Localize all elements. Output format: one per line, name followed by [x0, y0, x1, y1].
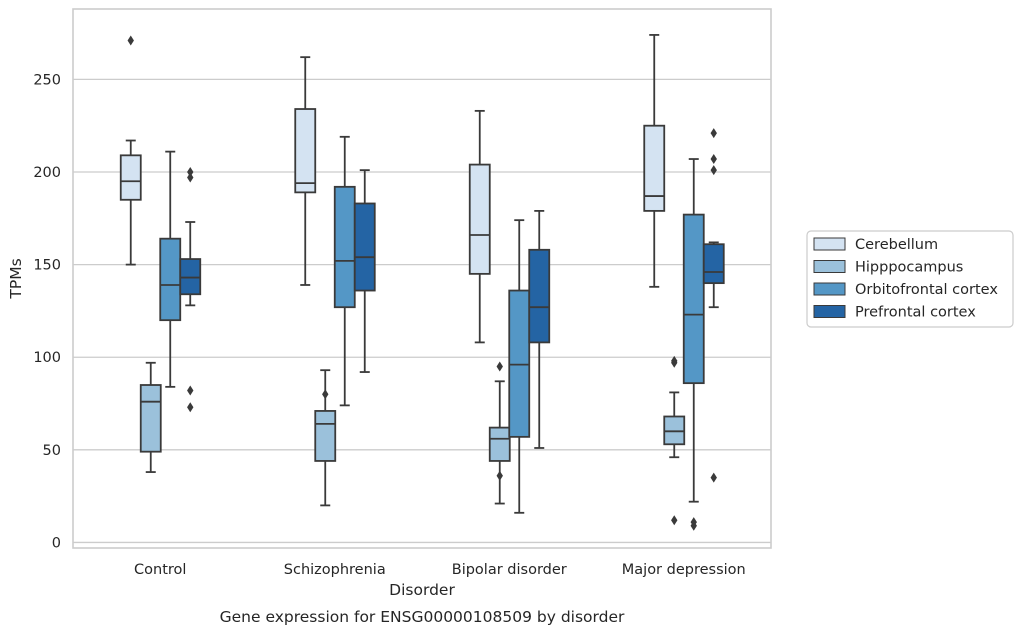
box	[682, 213, 705, 385]
outlier-point	[690, 517, 697, 528]
box	[179, 258, 202, 296]
outlier-point	[187, 166, 194, 177]
box	[119, 154, 142, 201]
y-tick-label: 100	[33, 350, 61, 366]
legend-swatch	[813, 260, 846, 273]
y-tick-label: 150	[33, 258, 61, 274]
outlier-point	[671, 515, 678, 526]
legend-label: Prefrontal cortex	[855, 305, 976, 321]
box	[468, 163, 491, 275]
outlier-point	[671, 355, 678, 366]
legend-swatch	[813, 282, 846, 296]
outlier-point	[187, 385, 194, 396]
box-group	[353, 169, 376, 373]
outlier-point	[127, 35, 134, 46]
box-group	[314, 369, 337, 507]
y-axis-title: TPMs	[7, 258, 25, 299]
box-group	[468, 109, 491, 344]
y-tick-label: 0	[52, 535, 61, 551]
box	[488, 426, 511, 462]
box-group	[294, 56, 317, 286]
box-group	[488, 361, 511, 505]
outlier-point	[496, 470, 503, 481]
x-tick-label: Bipolar disorder	[452, 562, 567, 578]
x-tick-label: Control	[134, 562, 186, 578]
legend-label: Orbitofrontal cortex	[855, 282, 998, 298]
legend-label: Hipppocampus	[855, 260, 963, 276]
legend: Cerebellum Hipppocampus Orbitofrontal cort…	[806, 230, 1014, 328]
box-group	[682, 158, 705, 531]
box	[643, 124, 666, 212]
box	[294, 108, 317, 194]
box	[528, 248, 551, 344]
plot-area	[119, 34, 725, 531]
outlier-point	[710, 165, 717, 176]
outlier-point	[187, 172, 194, 183]
box	[663, 415, 686, 446]
box	[314, 410, 337, 462]
box-group	[528, 209, 551, 449]
box-group	[119, 35, 142, 266]
y-tick-label: 200	[33, 165, 61, 181]
y-tick-label: 50	[43, 443, 61, 459]
outlier-point	[710, 472, 717, 483]
legend-swatch	[813, 237, 846, 251]
outlier-point	[710, 154, 717, 165]
box	[353, 202, 376, 292]
box-group	[179, 166, 202, 413]
box-group	[702, 128, 725, 483]
box	[333, 185, 356, 309]
box	[139, 384, 162, 453]
box-group	[333, 135, 356, 407]
box-group	[663, 355, 686, 526]
outlier-point	[710, 128, 717, 139]
legend-frame	[806, 230, 1014, 328]
x-tick-label: Schizophrenia	[284, 562, 386, 578]
chart-caption: Gene expression for ENSG00000108509 by d…	[220, 608, 625, 626]
plot-frame	[72, 8, 772, 549]
box-group	[159, 150, 182, 388]
outlier-point	[187, 402, 194, 413]
outlier-point	[322, 389, 329, 400]
x-tick-label: Major depression	[622, 562, 746, 578]
outlier-point	[496, 361, 503, 372]
legend-label: Cerebellum	[855, 237, 938, 253]
legend-swatch	[813, 305, 846, 318]
box-group	[139, 361, 162, 473]
axes: 0 50 100 150 200 250 Control Schizophrenia Bipol…	[33, 8, 772, 578]
x-axis-title: Disorder	[389, 581, 455, 599]
box	[702, 243, 725, 285]
box-group	[643, 34, 666, 288]
y-tick-label: 250	[33, 72, 61, 88]
box-group	[508, 219, 531, 514]
box	[159, 237, 182, 322]
box	[508, 289, 531, 438]
